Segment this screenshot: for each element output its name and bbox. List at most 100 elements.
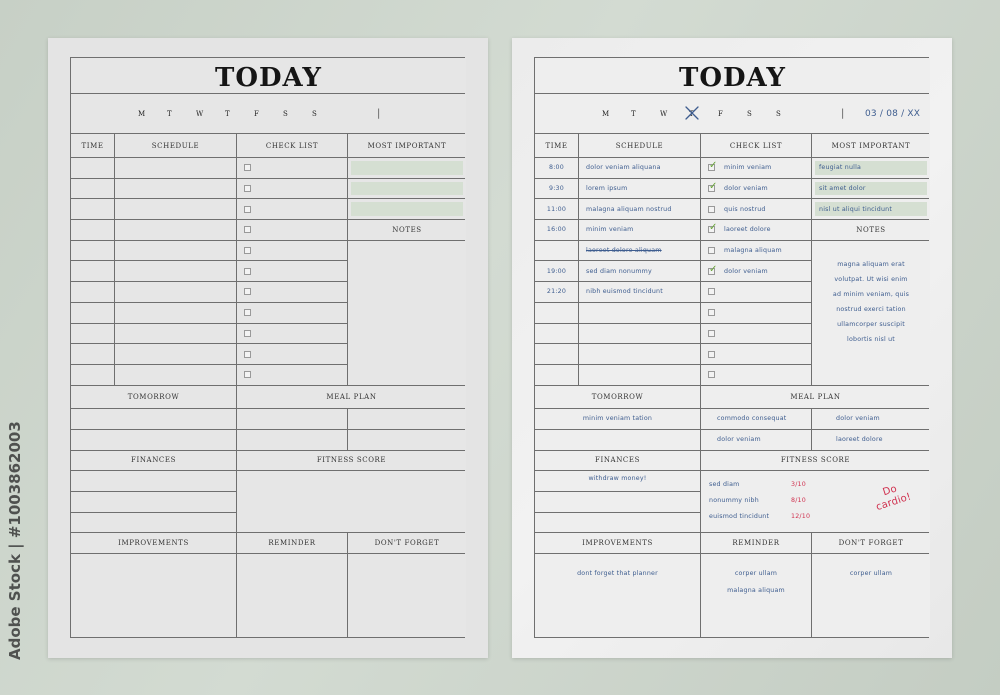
most-important-item[interactable] <box>348 178 466 199</box>
most-important-item[interactable]: sit amet dolor <box>812 178 930 199</box>
time-cell[interactable] <box>71 344 114 364</box>
time-cell[interactable] <box>71 240 114 261</box>
meal-plan-item[interactable] <box>348 408 466 429</box>
checkbox[interactable] <box>244 350 251 358</box>
time-cell[interactable] <box>535 323 578 344</box>
checkbox[interactable] <box>708 371 715 379</box>
schedule-cell[interactable]: laoreet dolore aliquam <box>579 240 700 261</box>
schedule-cell[interactable]: lorem ipsum <box>579 178 700 199</box>
time-cell[interactable]: 21:20 <box>535 282 578 302</box>
finance-item[interactable] <box>71 470 236 491</box>
finance-item[interactable] <box>535 512 700 532</box>
finance-item[interactable] <box>535 491 700 512</box>
time-cell[interactable] <box>71 158 114 178</box>
checklist-item[interactable] <box>701 323 811 344</box>
checklist-item[interactable] <box>701 344 811 364</box>
improvements-area[interactable]: dont forget that planner <box>535 553 700 637</box>
weekday-4[interactable]: F <box>254 109 260 118</box>
meal-plan-item[interactable] <box>348 429 466 450</box>
checkbox[interactable] <box>244 309 251 317</box>
checklist-item[interactable]: ✓ dolor veniam <box>701 261 811 282</box>
schedule-cell[interactable]: minim veniam <box>579 220 700 240</box>
time-cell[interactable]: 11:00 <box>535 199 578 220</box>
schedule-cell[interactable] <box>115 158 236 178</box>
checklist-item[interactable] <box>237 323 347 344</box>
time-cell[interactable] <box>71 302 114 323</box>
checklist-item[interactable]: quis nostrud <box>701 199 811 220</box>
weekday-2[interactable]: W <box>660 109 668 118</box>
tomorrow-item[interactable]: minim veniam tation <box>535 408 700 429</box>
checkbox[interactable] <box>244 185 251 193</box>
time-cell[interactable]: 16:00 <box>535 220 578 240</box>
checklist-item[interactable]: ✓ dolor veniam <box>701 178 811 199</box>
schedule-cell[interactable] <box>115 282 236 302</box>
checkbox[interactable] <box>708 288 715 296</box>
checkbox[interactable]: ✓ <box>708 264 717 275</box>
time-cell[interactable] <box>71 220 114 240</box>
checkbox[interactable] <box>708 329 715 337</box>
fitness-area[interactable] <box>237 470 466 532</box>
checklist-item[interactable] <box>237 344 347 364</box>
checkbox[interactable]: ✓ <box>708 223 717 234</box>
time-cell[interactable] <box>71 199 114 220</box>
time-cell[interactable]: 9:30 <box>535 178 578 199</box>
reminder-area[interactable]: corper ullam malagna aliquam <box>701 553 811 637</box>
schedule-cell[interactable] <box>579 302 700 323</box>
schedule-cell[interactable] <box>115 178 236 199</box>
checkbox[interactable]: ✓ <box>708 182 717 193</box>
checklist-item[interactable] <box>237 261 347 282</box>
checklist-item[interactable]: ✓ minim veniam <box>701 158 811 178</box>
checkbox[interactable]: ✓ <box>708 161 717 172</box>
finance-item[interactable] <box>71 491 236 512</box>
weekday-3[interactable]: T <box>225 109 231 118</box>
weekday-1[interactable]: T <box>631 109 637 118</box>
checkbox[interactable] <box>244 205 251 213</box>
notes-area[interactable]: magna aliquam erat volutpat. Ut wisi enim… <box>812 240 930 385</box>
time-cell[interactable] <box>71 261 114 282</box>
checklist-item[interactable]: ✓ laoreet dolore <box>701 220 811 240</box>
checklist-item[interactable] <box>237 178 347 199</box>
checkbox[interactable] <box>244 329 251 337</box>
weekday-1[interactable]: T <box>167 109 173 118</box>
dont-forget-area[interactable]: corper ullam <box>812 553 930 637</box>
dont-forget-area[interactable] <box>348 553 466 637</box>
improvements-area[interactable] <box>71 553 236 637</box>
meal-plan-item[interactable]: dolor veniam <box>812 408 930 429</box>
time-cell[interactable] <box>71 282 114 302</box>
most-important-item[interactable] <box>348 199 466 220</box>
schedule-cell[interactable]: malagna aliquam nostrud <box>579 199 700 220</box>
time-cell[interactable] <box>535 364 578 385</box>
schedule-cell[interactable]: nibh euismod tincidunt <box>579 282 700 302</box>
schedule-cell[interactable] <box>115 199 236 220</box>
finance-item[interactable] <box>71 512 236 532</box>
checkbox[interactable] <box>244 164 251 172</box>
finance-item[interactable]: withdraw money! <box>535 470 700 491</box>
checklist-item[interactable] <box>237 220 347 240</box>
weekday-0[interactable]: M <box>602 109 610 118</box>
checklist-item[interactable] <box>237 302 347 323</box>
schedule-cell[interactable]: dolor veniam aliquana <box>579 158 700 178</box>
checklist-item[interactable] <box>701 302 811 323</box>
most-important-item[interactable]: nisl ut aliqui tincidunt <box>812 199 930 220</box>
tomorrow-item[interactable] <box>535 429 700 450</box>
time-cell[interactable] <box>71 323 114 344</box>
weekday-6[interactable]: S <box>312 109 318 118</box>
weekday-0[interactable]: M <box>138 109 146 118</box>
most-important-item[interactable]: feugiat nulla <box>812 158 930 178</box>
time-cell[interactable] <box>535 240 578 261</box>
checkbox[interactable] <box>708 247 715 255</box>
checkbox[interactable] <box>244 371 251 379</box>
checkbox[interactable] <box>244 288 251 296</box>
weekday-6[interactable]: S <box>776 109 782 118</box>
checklist-item[interactable] <box>237 240 347 261</box>
schedule-cell[interactable] <box>115 323 236 344</box>
checklist-item[interactable] <box>701 282 811 302</box>
weekday-2[interactable]: W <box>196 109 204 118</box>
checkbox[interactable] <box>708 205 715 213</box>
most-important-item[interactable] <box>348 158 466 178</box>
schedule-cell[interactable] <box>115 302 236 323</box>
checkbox[interactable] <box>708 309 715 317</box>
time-cell[interactable]: 8:00 <box>535 158 578 178</box>
tomorrow-item[interactable] <box>71 429 236 450</box>
checkbox[interactable] <box>708 350 715 358</box>
